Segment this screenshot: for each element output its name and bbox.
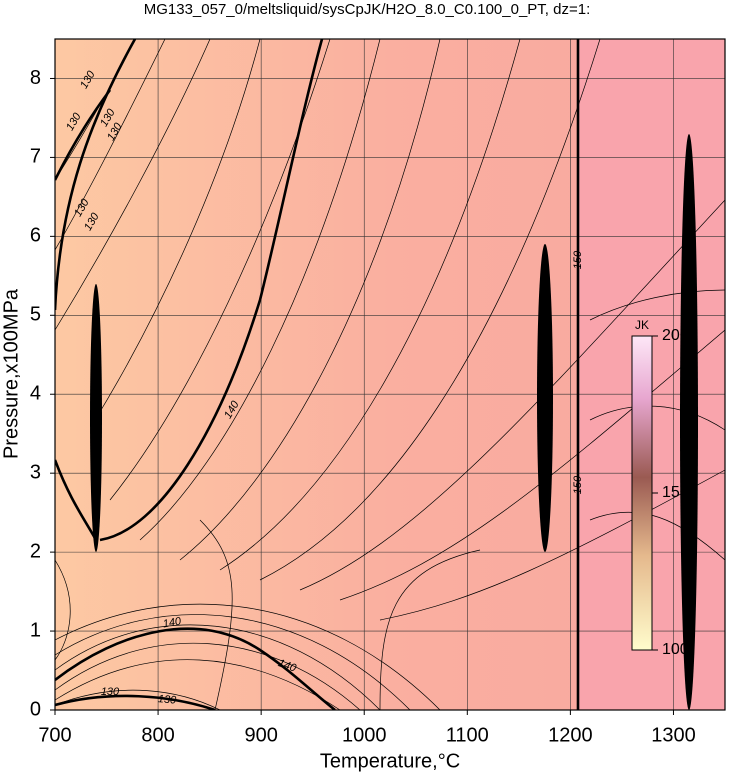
y-tick-label: 0 [30,698,41,720]
x-tick-label: 1000 [342,724,387,746]
y-tick-label: 5 [30,304,41,326]
y-tick-label: 7 [30,146,41,168]
x-tick-label: 1100 [446,724,489,746]
x-axis-label: Temperature,°C [320,750,460,772]
x-tick-label: 1300 [651,724,696,746]
y-tick-label: 2 [30,540,41,562]
contour-label: 150 [572,475,584,494]
x-tick-label: 800 [141,724,174,746]
contour-label: 150 [572,250,584,269]
y-tick-label: 4 [30,383,41,405]
plot-frame [54,38,726,711]
contour-label: 140 [162,615,183,630]
colorbar [631,335,653,651]
contour-label: 140 [91,366,103,385]
y-tick-label: 6 [30,225,41,247]
colorbar-tick-label: 200 [662,327,689,344]
contour-label: 130 [157,693,177,707]
colorbar-tick-label: 100 [662,641,689,658]
contour-label: 130 [101,686,120,698]
colorbar-tick-label: 150 [662,484,689,501]
x-tick-label: 900 [244,724,277,746]
y-axis-label: Pressure,x100MPa [0,288,22,459]
colorbar-label: JK [635,318,649,332]
y-tick-label: 8 [30,67,41,89]
y-tick-label: 1 [30,619,41,641]
chart-title: MG133_057_0/meltsliquid/sysCpJK/H2O_8.0_… [144,1,591,18]
contours [55,39,725,710]
y-tick-label: 3 [30,461,41,483]
x-tick-label: 1200 [548,724,593,746]
x-tick-label: 700 [38,724,71,746]
